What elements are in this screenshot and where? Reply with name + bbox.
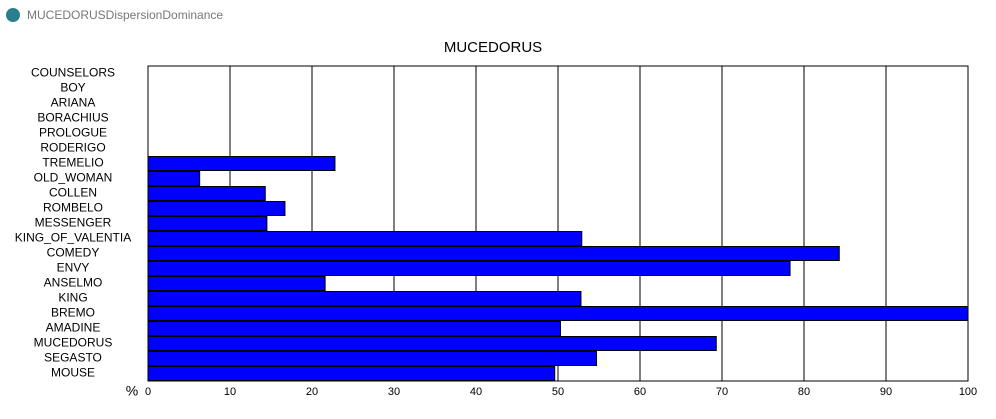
y-tick-label: AMADINE [46,321,101,335]
x-axis-label: % [126,383,138,399]
y-tick-label: KING [58,291,87,305]
x-tick-label: 60 [634,386,646,398]
y-tick-label: COLLEN [49,186,97,200]
y-tick-label: COUNSELORS [31,66,115,80]
bar [147,291,582,306]
bar [147,231,583,246]
y-tick-label: OLD_WOMAN [34,171,113,185]
x-tick-label: 90 [880,386,892,398]
chart-title: MUCEDORUS [444,39,542,56]
y-tick-label: SEGASTO [44,351,102,365]
x-tick-label: 30 [388,386,400,398]
x-tick-label: 20 [306,386,318,398]
x-tick-label: 0 [145,386,151,398]
x-tick-label: 40 [470,386,482,398]
bar [147,351,598,366]
x-tick-label: 50 [552,386,564,398]
y-tick-label: BREMO [51,306,95,320]
bar [147,171,201,186]
y-tick-label: MESSENGER [35,216,112,230]
bar [147,201,286,216]
bar [147,336,717,351]
y-tick-label: TREMELIO [42,156,103,170]
y-tick-label: MUCEDORUS [34,336,113,350]
y-tick-label: ARIANA [51,96,96,110]
y-tick-label: BORACHIUS [37,111,108,125]
bar [147,321,561,336]
y-tick-label: COMEDY [47,246,100,260]
bar [147,156,336,171]
y-tick-label: BOY [60,81,85,95]
bar [147,366,556,381]
bar [147,261,791,276]
x-tick-label: 80 [798,386,810,398]
bar [147,216,268,231]
y-tick-label: RODERIGO [40,141,105,155]
bar [147,276,326,291]
bar [147,246,840,261]
x-tick-label: 70 [716,386,728,398]
app-icon [6,8,20,22]
y-tick-label: KING_OF_VALENTIA [15,231,131,245]
y-tick-label: ANSELMO [44,276,103,290]
plot-frame [147,65,969,382]
y-tick-label: ROMBELO [43,201,103,215]
x-tick-label: 100 [959,386,977,398]
bar [147,306,969,321]
y-tick-label: MOUSE [51,366,95,380]
x-tick-label: 10 [224,386,236,398]
window-title: MUCEDORUSDispersionDominance [27,8,223,22]
bar [147,186,266,201]
y-tick-label: PROLOGUE [39,126,107,140]
y-tick-label: ENVY [57,261,90,275]
